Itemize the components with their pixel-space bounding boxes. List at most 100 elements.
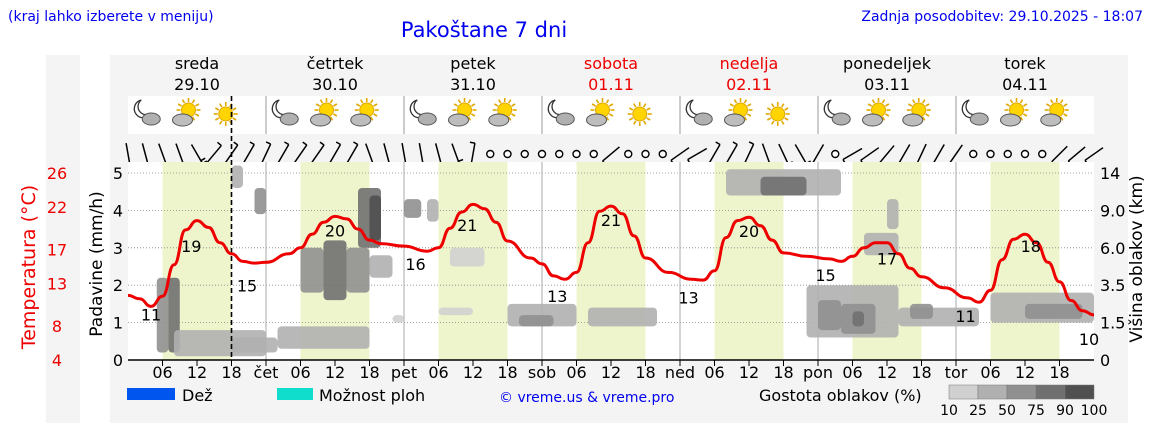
density-level-3: 75 xyxy=(1027,403,1045,419)
x-tick-label-25: 12 xyxy=(1015,363,1035,382)
density-level-0: 10 xyxy=(940,403,958,419)
temp-tick-1: 22 xyxy=(47,198,67,217)
credit-link[interactable]: © vreme.us & vreme.pro xyxy=(499,390,674,406)
x-tick-label-7: pet xyxy=(391,363,417,382)
wind-barb-36 xyxy=(743,141,755,165)
cloud-cell-3 xyxy=(231,337,278,353)
density-swatch-1 xyxy=(977,384,1008,400)
weather-icon-3-2-sun xyxy=(627,102,652,126)
x-tick-label-2: 18 xyxy=(221,363,241,382)
precip-tick-3: 3 xyxy=(113,239,123,258)
temp-value-label-11: 17 xyxy=(877,250,897,269)
cloud-cell-26 xyxy=(852,311,864,327)
day-date-1: 30.10 xyxy=(312,75,358,94)
density-level-1: 25 xyxy=(969,403,987,419)
x-tick-label-13: 12 xyxy=(601,363,621,382)
temp-tick-3: 13 xyxy=(47,275,67,294)
wind-barb-10 xyxy=(293,141,308,164)
day-date-3: 01.11 xyxy=(588,75,634,94)
wind-calm-53 xyxy=(1038,149,1047,159)
x-tick-label-9: 12 xyxy=(463,363,483,382)
cloud-cell-7 xyxy=(300,247,324,293)
cloud-cell-10 xyxy=(369,255,393,278)
x-tick-label-20: 06 xyxy=(842,363,862,382)
legend: Dež Možnost ploh © vreme.us & vreme.pro … xyxy=(127,384,1108,419)
density-legend-title: Gostota oblakov (%) xyxy=(759,386,922,405)
day-name-5: ponedeljek xyxy=(843,54,932,73)
x-tick-label-22: 18 xyxy=(911,363,931,382)
temp-tick-2: 17 xyxy=(47,241,67,260)
cloud-height-tick-3: 6.0 xyxy=(1100,239,1125,258)
wind-barb-8 xyxy=(260,141,272,165)
day-date-6: 04.11 xyxy=(1002,75,1048,94)
wind-calm-52 xyxy=(1020,149,1030,159)
page-title: Pakoštane 7 dni xyxy=(401,18,567,42)
cloud-cell-24 xyxy=(818,300,841,331)
weather-icon-2-0-moon-cloud xyxy=(409,99,437,126)
x-tick-label-6: 18 xyxy=(359,363,379,382)
cloud-layers xyxy=(156,165,1094,357)
x-tick-label-8: 06 xyxy=(428,363,448,382)
cloud-cell-28 xyxy=(887,199,899,230)
x-tick-label-4: 06 xyxy=(290,363,310,382)
wind-calm-41 xyxy=(831,149,840,159)
temp-axis-title: Temperatura (°C) xyxy=(18,185,40,350)
cloud-cell-20 xyxy=(588,307,657,327)
precip-tick-5: 5 xyxy=(113,164,123,183)
cloud-cell-30 xyxy=(910,303,933,319)
weather-icons-row xyxy=(128,96,1094,134)
storm-swatch xyxy=(277,388,313,400)
weather-icon-2-1-sun-cloud xyxy=(448,98,477,127)
cloud-height-tick-0: 0 xyxy=(1100,351,1110,370)
density-swatch-3 xyxy=(1035,384,1066,400)
x-tick-label-12: 06 xyxy=(566,363,586,382)
wind-calm-23 xyxy=(520,149,529,159)
x-tick-label-23: tor xyxy=(945,363,968,382)
cloud-height-axis-title: Višina oblakov (km) xyxy=(1127,175,1147,342)
weather-icon-5-2-sun-cloud xyxy=(902,98,931,127)
wind-barb-20 xyxy=(469,141,476,165)
density-level-5: 100 xyxy=(1081,403,1108,419)
wind-barb-7 xyxy=(242,141,255,164)
cloud-cell-5 xyxy=(231,165,243,188)
temp-value-label-6: 13 xyxy=(547,287,567,306)
wind-barb-34 xyxy=(708,141,721,164)
temp-value-label-1: 19 xyxy=(181,237,201,256)
cloud-cell-4 xyxy=(277,326,370,349)
temp-value-label-2: 15 xyxy=(237,276,257,295)
precip-tick-2: 2 xyxy=(113,276,123,295)
day-date-4: 02.11 xyxy=(726,75,772,94)
x-tick-label-19: pon xyxy=(803,363,833,382)
x-tick-label-11: sob xyxy=(528,363,556,382)
weather-icon-0-1-sun-cloud xyxy=(172,98,201,127)
weather-icon-6-1-sun-cloud xyxy=(1000,98,1029,127)
day-name-3: sobota xyxy=(584,54,638,73)
wind-calm-31 xyxy=(658,149,667,159)
temp-value-label-13: 18 xyxy=(1021,237,1041,256)
weather-icon-4-0-moon-cloud xyxy=(685,99,713,126)
wind-calm-27 xyxy=(589,149,598,159)
temp-value-label-3: 20 xyxy=(325,221,345,240)
day-date-2: 31.10 xyxy=(450,75,496,94)
density-swatch-2 xyxy=(1006,384,1037,400)
rain-swatch xyxy=(127,388,175,400)
day-headers: sreda 29.10 četrtek 30.10 petek 31.10 sobota 01… xyxy=(174,54,1048,94)
cloud-cell-17 xyxy=(450,247,485,267)
x-tick-label-17: 12 xyxy=(739,363,759,382)
temp-tick-4: 8 xyxy=(52,317,62,336)
x-tick-label-18: 18 xyxy=(773,363,793,382)
weather-icon-1-2-sun-cloud xyxy=(350,98,379,127)
cloud-cell-22 xyxy=(760,176,807,196)
wind-calm-49 xyxy=(969,149,978,159)
axes: 06 12 18 čet 06 12 18 pet 06 12 18 sob 06 12 18 ned 06 12… xyxy=(47,164,1126,382)
cloud-cell-14 xyxy=(404,199,422,218)
wind-calm-26 xyxy=(572,149,581,159)
x-tick-label-3: čet xyxy=(254,363,279,382)
region-hint[interactable]: (kraj lahko izberete v meniju) xyxy=(8,9,214,25)
wind-barb-35 xyxy=(725,141,738,164)
day-name-4: nedelja xyxy=(720,54,779,73)
x-tick-label-1: 12 xyxy=(187,363,207,382)
wind-calm-29 xyxy=(624,149,633,159)
x-tick-label-26: 18 xyxy=(1049,363,1069,382)
wind-barb-9 xyxy=(277,141,290,164)
